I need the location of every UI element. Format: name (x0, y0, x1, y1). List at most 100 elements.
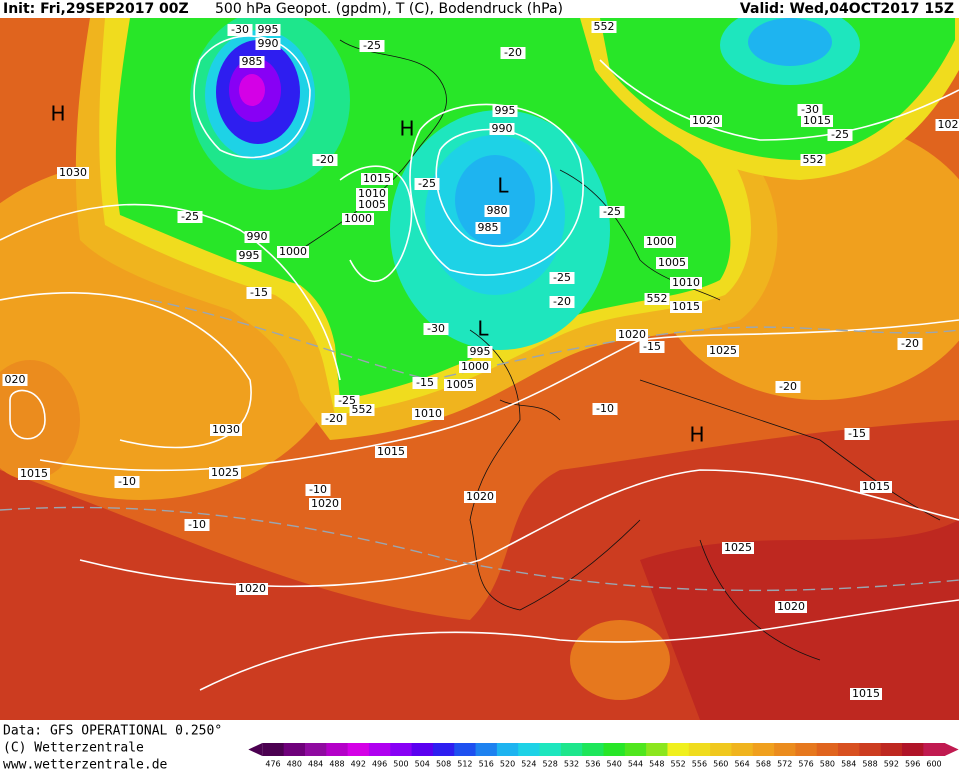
colorbar-swatch (624, 743, 647, 756)
contour-label: 1000 (646, 235, 674, 248)
colorbar-tick-label: 484 (308, 760, 323, 769)
contour-label: -20 (779, 380, 797, 393)
contour-label: 1005 (358, 198, 386, 211)
colorbar-swatch (390, 743, 413, 756)
contour-label: -15 (643, 340, 661, 353)
contour-label: -10 (118, 475, 136, 488)
contour-label: 552 (594, 20, 615, 33)
isotherm (0, 506, 959, 592)
field (640, 520, 959, 720)
label-box (356, 199, 388, 211)
contour-label: -20 (553, 295, 571, 308)
contour-label: 995 (258, 23, 279, 36)
contour-label: 1020 (238, 582, 266, 595)
isobars (0, 35, 959, 691)
colorbar-tick-label: 532 (564, 760, 579, 769)
contour-label: 1020 (692, 114, 720, 127)
contour-label: -20 (316, 153, 334, 166)
label-box (670, 301, 702, 313)
colorbar-tick-label: 584 (841, 760, 856, 769)
label-box (114, 476, 140, 488)
coastlines (299, 39, 941, 661)
label-box (210, 424, 242, 436)
label-box (305, 484, 331, 496)
isobar (9, 389, 46, 440)
label-box (670, 277, 702, 289)
colorbar-swatch (432, 743, 455, 756)
colorbar-end (248, 743, 263, 756)
colorbar-swatch (304, 743, 327, 756)
label-box (827, 129, 853, 141)
contour-label: 552 (803, 153, 824, 166)
colorbar-tick-label: 568 (756, 760, 771, 769)
colorbar-tick-label: 480 (287, 760, 302, 769)
pressure-center: H (689, 423, 704, 447)
contour-label: 1005 (446, 378, 474, 391)
isobar (599, 59, 959, 141)
label-box (592, 403, 618, 415)
label-box (722, 542, 754, 554)
contour-label: -15 (848, 427, 866, 440)
colorbar-swatch (582, 743, 604, 756)
contour-label: -20 (504, 46, 522, 59)
coastline (299, 39, 941, 661)
contour-label: -20 (901, 337, 919, 350)
colorbar-swatch (838, 743, 860, 756)
contour-label: 1030 (59, 166, 87, 179)
label-box (342, 213, 374, 225)
label-box (444, 379, 476, 391)
colorbar-tick-label: 580 (820, 760, 835, 769)
isobar (39, 319, 959, 472)
label-box (356, 188, 388, 200)
isobar (0, 203, 341, 381)
header-band (0, 0, 959, 18)
colorbar-tick-label: 520 (500, 760, 515, 769)
pressure-center: L (477, 317, 489, 341)
contour-label: 1015 (852, 687, 880, 700)
label-box (459, 361, 491, 373)
label-box (935, 119, 959, 131)
contour-label: 1015 (377, 445, 405, 458)
label-box (500, 47, 526, 59)
label-box (897, 338, 923, 350)
label-box (359, 40, 385, 52)
label-box (375, 446, 407, 458)
label-box (412, 408, 444, 420)
label-box (236, 583, 268, 595)
colorbar-tick-label: 488 (329, 760, 344, 769)
isobar (193, 35, 311, 159)
label-box (844, 428, 870, 440)
label-box (239, 56, 265, 68)
contour-label: -10 (188, 518, 206, 531)
label-box (423, 323, 449, 335)
colorbar-swatch (667, 743, 690, 756)
contour-label: -25 (553, 271, 571, 284)
label-box (18, 468, 50, 480)
label-box (616, 329, 648, 341)
isobar (199, 599, 959, 691)
contour-label: 1010 (414, 407, 442, 420)
colorbar-tick-label: 500 (393, 760, 408, 769)
colorbar-swatch (496, 743, 519, 756)
contour-label: -30 (427, 322, 445, 335)
colorbar-tick-label: 544 (628, 760, 643, 769)
colorbar-tick-label: 576 (798, 760, 813, 769)
label-box (644, 293, 670, 305)
contour-label: -15 (416, 376, 434, 389)
init-time: Init: Fri,29SEP2017 00Z (3, 1, 189, 17)
contour-label: -20 (325, 412, 343, 425)
colorbar-swatch (326, 743, 349, 756)
colorbar-tick-label: 560 (713, 760, 728, 769)
contour-label: -10 (596, 402, 614, 415)
colorbar-tick-label: 556 (692, 760, 707, 769)
colorbar-swatch (454, 743, 477, 756)
colorbar-tick-label: 504 (415, 760, 430, 769)
colorbar-tick-label: 540 (607, 760, 622, 769)
colorbar-tick-label: 516 (479, 760, 494, 769)
colorbar-tick-label: 588 (862, 760, 877, 769)
colorbar-swatch (816, 743, 839, 756)
label-box (321, 413, 347, 425)
colorbar-end (944, 743, 959, 756)
label-box (707, 345, 739, 357)
